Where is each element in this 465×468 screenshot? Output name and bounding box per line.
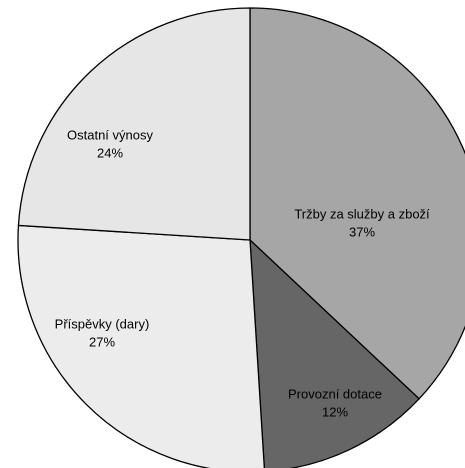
slice-label: Příspěvky (dary) [55,316,150,331]
pie-slice [17,224,265,468]
slice-label: Tržby za služby a zboží [294,206,430,221]
slice-label: Ostatní výnosy [67,127,153,142]
slice-value-label: 27% [89,334,115,349]
slice-label: Provozní dotace [288,386,382,401]
slice-value-label: 37% [349,224,375,239]
pie-slice [249,238,421,468]
pie-slice [17,7,251,241]
slice-value-label: 24% [97,145,123,160]
pie-slice [249,7,465,400]
slice-value-label: 12% [322,404,348,419]
